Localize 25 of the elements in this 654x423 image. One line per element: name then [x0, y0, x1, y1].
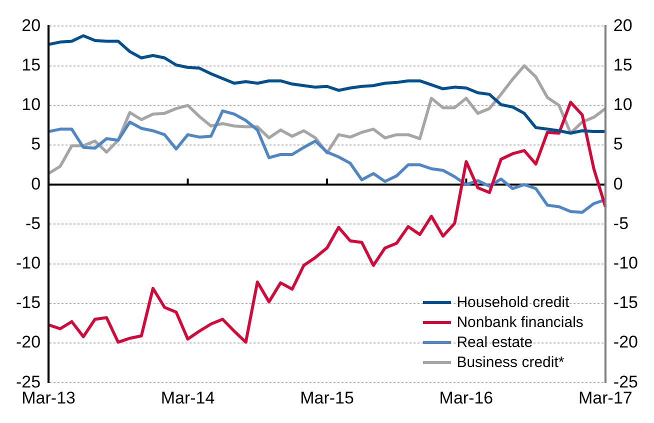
y-tick-label: 5 [31, 134, 41, 154]
y-tick-label: 0 [31, 174, 41, 194]
y-tick-label: 20 [22, 16, 41, 35]
y-tick-label: -10 [16, 253, 41, 272]
y2-tick-label: 20 [613, 16, 632, 35]
y-tick-label: -5 [25, 214, 41, 233]
legend-label: Business credit* [456, 352, 564, 373]
y-tick-label: -20 [16, 332, 41, 352]
legend-label: Household credit [456, 292, 570, 313]
y2-tick-label: -5 [613, 214, 629, 233]
legend-label: Real estate [456, 332, 533, 353]
y2-tick-label: 15 [613, 55, 632, 74]
y2-tick-label: -15 [613, 293, 638, 312]
x-tick-label: Mar-15 [300, 388, 354, 408]
y2-tick-label: -10 [613, 253, 638, 272]
y-tick-label: 10 [22, 95, 41, 114]
y2-tick-label: 0 [613, 174, 623, 194]
x-tick-label: Mar-16 [439, 388, 494, 408]
y2-tick-label: 5 [613, 134, 623, 154]
y-tick-label: 15 [22, 55, 41, 74]
legend-label: Nonbank financials [456, 312, 584, 333]
x-tick-label: Mar-14 [160, 388, 215, 408]
y2-tick-label: -20 [613, 332, 638, 352]
y-tick-label: -15 [16, 293, 41, 312]
y2-tick-label: 10 [613, 95, 632, 114]
